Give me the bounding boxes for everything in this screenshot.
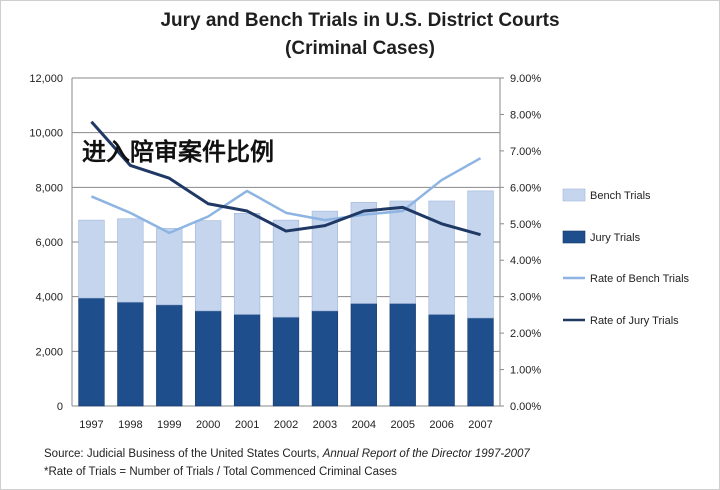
- x-tick-label: 1997: [79, 419, 103, 431]
- bar-jury: [117, 301, 144, 407]
- source-italic: Annual Report of the Director 1997-2007: [322, 448, 530, 460]
- bar-bench: [350, 202, 377, 304]
- y-tick-label: 4,000: [35, 292, 63, 304]
- legend-label: Bench Trials: [590, 190, 651, 202]
- chart-title: Jury and Bench Trials in U.S. District C…: [160, 10, 560, 31]
- bar-jury: [78, 297, 105, 407]
- bar-jury: [272, 316, 300, 407]
- y2-tick-label: 7.00%: [510, 146, 541, 158]
- bar-bench: [272, 219, 300, 318]
- legend-swatch: [562, 230, 586, 244]
- y2-tick-label: 1.00%: [510, 365, 541, 377]
- y-tick-label: 12,000: [29, 73, 63, 85]
- y2-tick-label: 9.00%: [510, 73, 541, 85]
- legend-label: Rate of Jury Trials: [590, 315, 679, 327]
- y-tick-label: 10,000: [29, 128, 63, 140]
- bar-bench: [78, 219, 105, 299]
- bar-jury: [389, 303, 416, 407]
- chart-subtitle: (Criminal Cases): [285, 38, 435, 59]
- bar-jury: [233, 314, 261, 407]
- legend-swatch: [562, 188, 586, 202]
- rate-footnote: *Rate of Trials = Number of Trials / Tot…: [44, 466, 397, 478]
- bar-jury: [467, 317, 494, 407]
- y2-tick-label: 8.00%: [510, 109, 541, 121]
- legend: Bench Trials Jury Trials Rate of Bench Tri…: [562, 188, 690, 327]
- bars-group: [78, 190, 494, 407]
- source-prefix: Source: Judicial Business of the United …: [44, 448, 323, 460]
- source-footnote: Source: Judicial Business of the United …: [44, 448, 530, 460]
- bar-jury: [156, 304, 183, 407]
- bar-bench: [467, 190, 494, 319]
- legend-label: Rate of Bench Trials: [590, 273, 690, 285]
- x-tick-label: 2007: [468, 419, 492, 431]
- y2-tick-label: 5.00%: [510, 219, 541, 231]
- bar-bench: [195, 220, 222, 312]
- x-tick-label: 1999: [157, 419, 181, 431]
- x-tick-label: 2003: [313, 419, 337, 431]
- y-tick-label: 6,000: [35, 237, 63, 249]
- y-tick-label: 8,000: [35, 182, 63, 194]
- bar-bench: [156, 228, 183, 306]
- bar-jury: [311, 310, 339, 407]
- x-tick-label: 2000: [196, 419, 220, 431]
- bar-jury: [350, 303, 377, 407]
- bar-bench: [233, 213, 261, 315]
- y2-tick-label: 2.00%: [510, 328, 541, 340]
- legend-label: Jury Trials: [590, 232, 641, 244]
- x-tick-label: 2006: [429, 419, 453, 431]
- x-tick-label: 2002: [274, 419, 298, 431]
- y2-tick-label: 4.00%: [510, 255, 541, 267]
- chart-annotation: 进入陪审案件比例: [82, 138, 274, 166]
- axes-group: 0 2,000 4,000 6,000 8,000 10,000 12,000 0.00% 1.…: [29, 73, 541, 431]
- y-tick-label: 2,000: [35, 346, 63, 358]
- x-tick-label: 2005: [390, 419, 414, 431]
- y-tick-label: 0: [57, 401, 63, 413]
- line-rate-bench: [90, 157, 482, 235]
- bar-bench: [389, 200, 416, 304]
- x-tick-label: 1998: [118, 419, 142, 431]
- x-tick-label: 2001: [235, 419, 259, 431]
- y2-tick-label: 3.00%: [510, 292, 541, 304]
- bar-jury: [428, 314, 455, 407]
- line-rate-jury: [90, 120, 481, 237]
- bar-bench: [428, 200, 455, 315]
- y2-tick-label: 0.00%: [510, 401, 541, 413]
- y2-tick-label: 6.00%: [510, 182, 541, 194]
- bar-jury: [195, 310, 222, 407]
- x-tick-label: 2004: [352, 419, 376, 431]
- lines-group: [90, 120, 482, 237]
- bar-bench: [117, 218, 144, 303]
